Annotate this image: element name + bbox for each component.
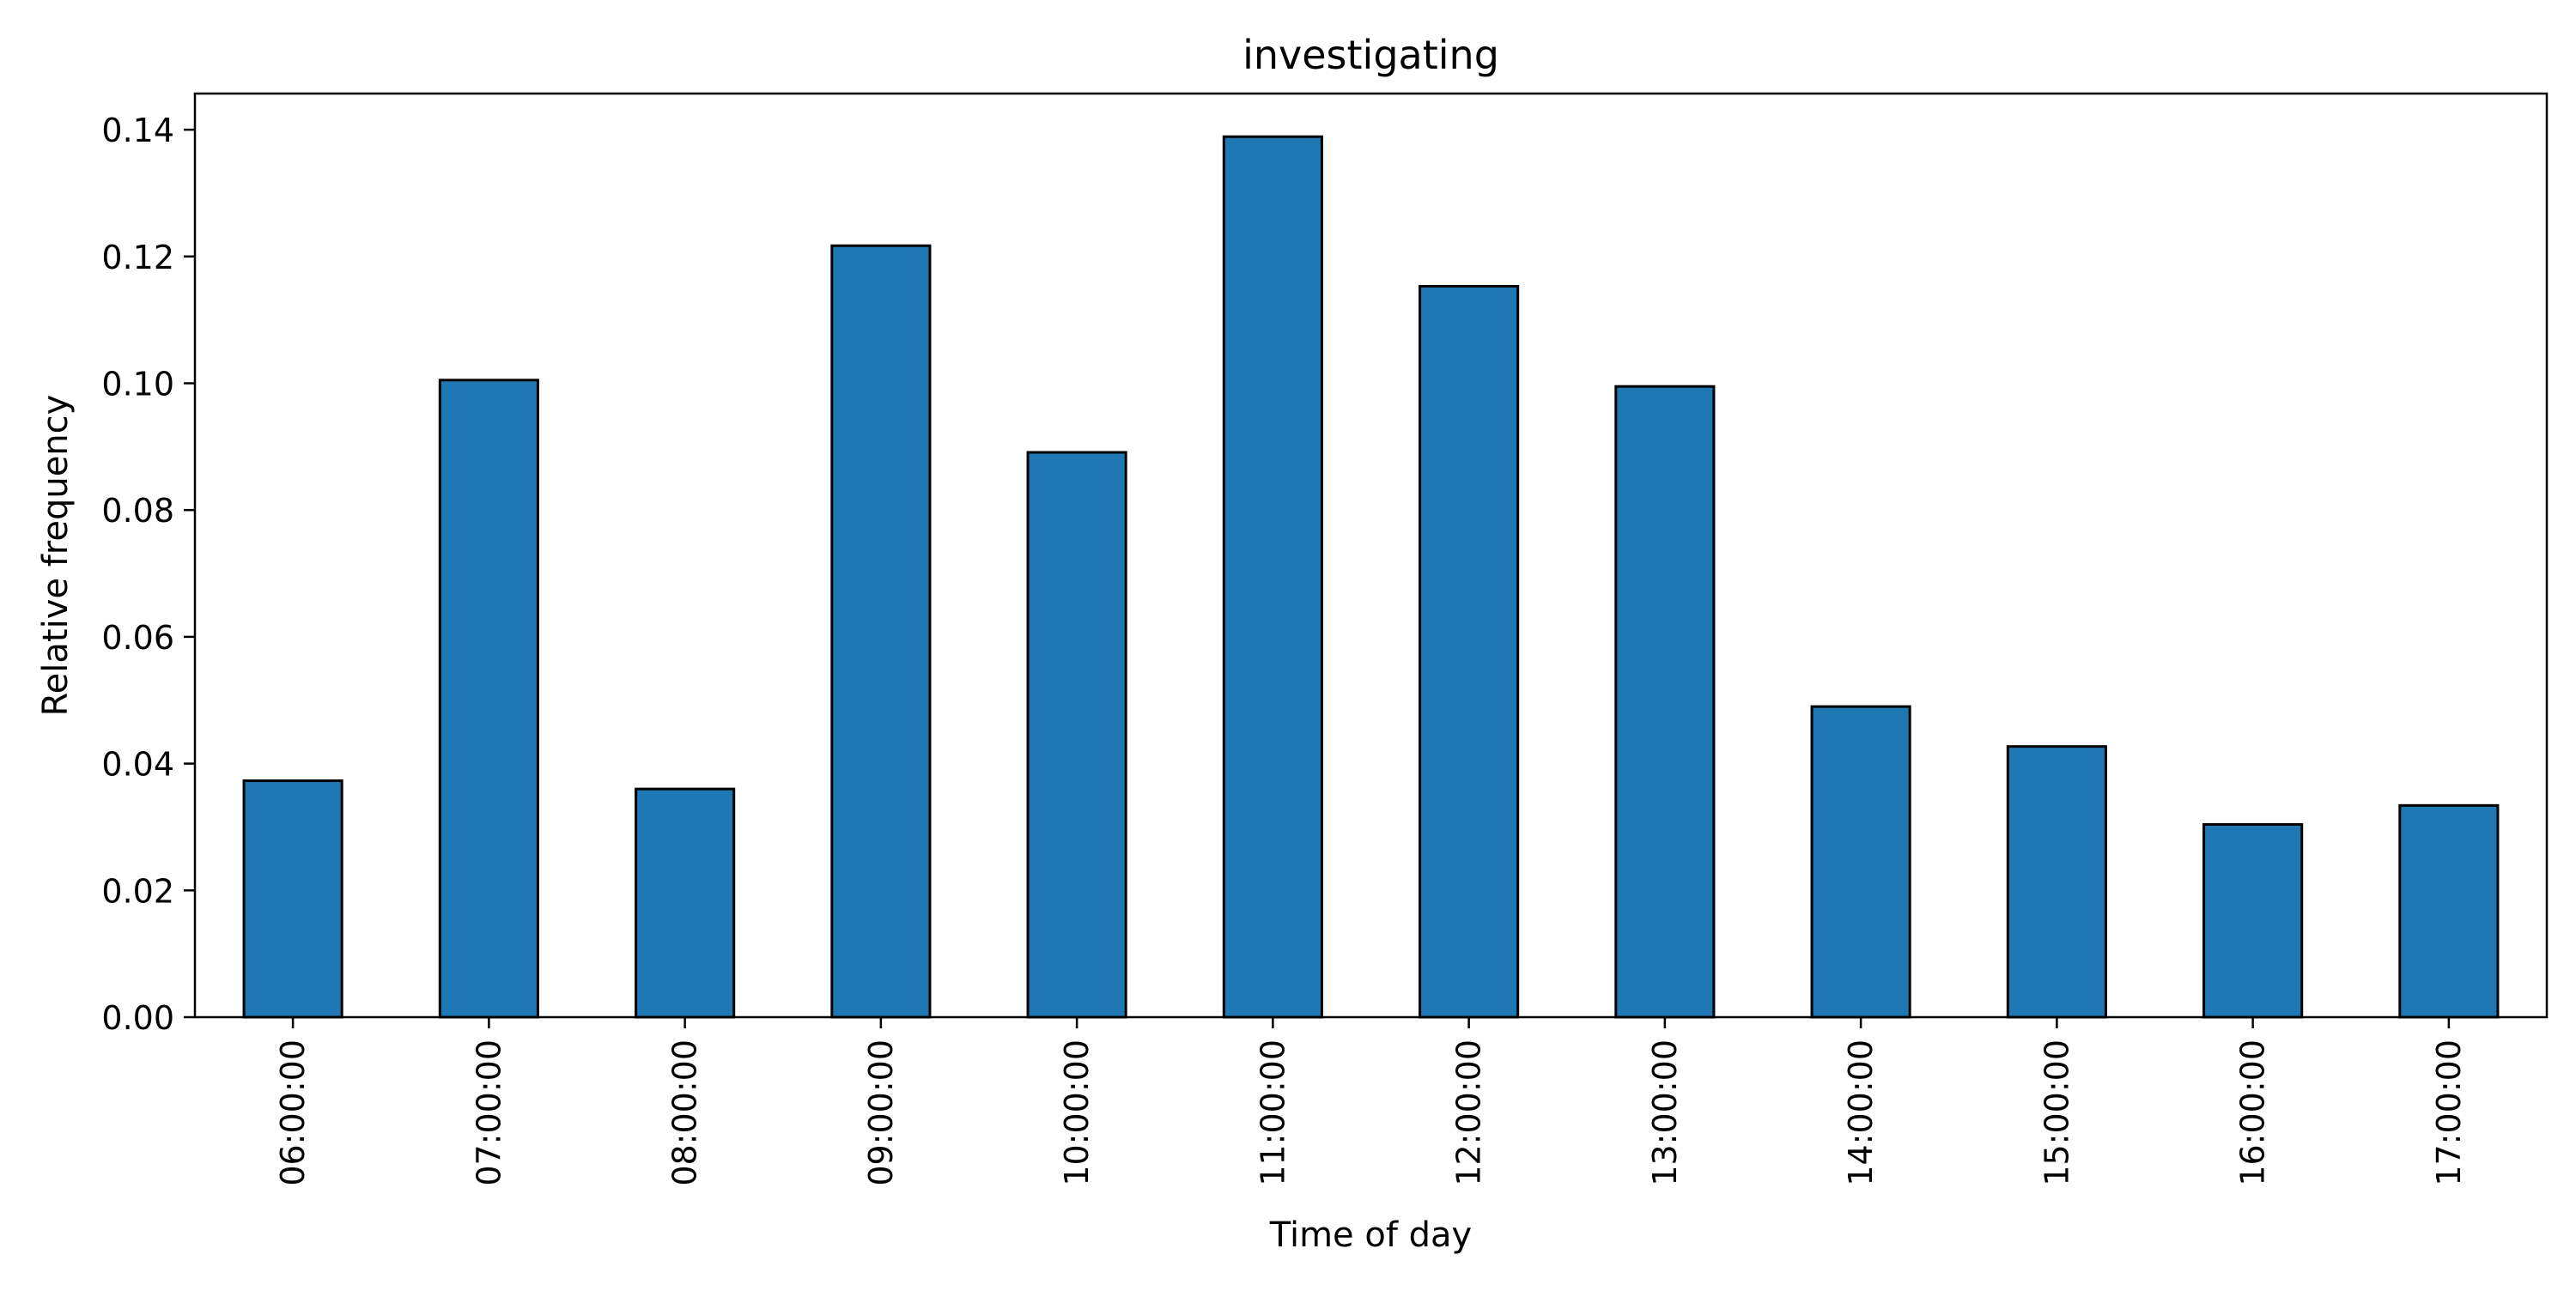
bar-12-00-00 <box>1419 285 1520 1019</box>
x-tick-label: 12:00:00 <box>1450 1039 1488 1186</box>
y-axis-label: Relative frequency <box>36 395 76 717</box>
x-tick-label: 08:00:00 <box>666 1039 704 1186</box>
bar-14-00-00 <box>1810 705 1911 1019</box>
x-tick-label: 15:00:00 <box>2038 1039 2075 1186</box>
x-tick-label: 13:00:00 <box>1646 1039 1684 1186</box>
y-tick-label: 0.10 <box>101 365 174 403</box>
plot-frame <box>193 92 2549 1019</box>
x-tick-label: 17:00:00 <box>2430 1039 2468 1186</box>
x-tick-label: 09:00:00 <box>862 1039 900 1186</box>
y-tick-label: 0.08 <box>101 492 174 530</box>
chart-title: investigating <box>1242 32 1499 78</box>
bar-06-00-00 <box>242 779 343 1019</box>
y-tick-label: 0.14 <box>101 112 174 149</box>
bar-17-00-00 <box>2398 803 2500 1019</box>
bar-09-00-00 <box>830 244 932 1019</box>
x-tick-label: 06:00:00 <box>274 1039 312 1186</box>
y-tick-label: 0.02 <box>101 872 174 910</box>
y-axis: 0.00 0.02 0.04 0.06 0.08 0.10 0.12 0.14 <box>101 112 195 1037</box>
x-tick-label: 16:00:00 <box>2234 1039 2272 1186</box>
bars-layer <box>242 135 2500 1019</box>
bar-15-00-00 <box>2006 745 2107 1019</box>
x-tick-label: 10:00:00 <box>1058 1039 1096 1186</box>
bar-07-00-00 <box>438 379 539 1019</box>
x-tick-label: 11:00:00 <box>1254 1039 1291 1186</box>
bar-13-00-00 <box>1614 385 1716 1019</box>
bar-08-00-00 <box>635 787 736 1019</box>
x-tick-label: 14:00:00 <box>1842 1039 1880 1186</box>
bar-16-00-00 <box>2202 822 2304 1019</box>
y-tick-label: 0.04 <box>101 746 174 784</box>
x-axis-label: Time of day <box>1269 1215 1472 1255</box>
y-tick-label: 0.06 <box>101 619 174 657</box>
x-tick-label: 07:00:00 <box>470 1039 507 1186</box>
bar-11-00-00 <box>1222 135 1323 1019</box>
y-tick-label: 0.12 <box>101 239 174 276</box>
bar-10-00-00 <box>1026 451 1127 1019</box>
x-axis: 06:00:00 07:00:00 08:00:00 09:00:00 10:00:00… <box>274 1017 2468 1186</box>
y-tick-label: 0.00 <box>101 999 174 1037</box>
